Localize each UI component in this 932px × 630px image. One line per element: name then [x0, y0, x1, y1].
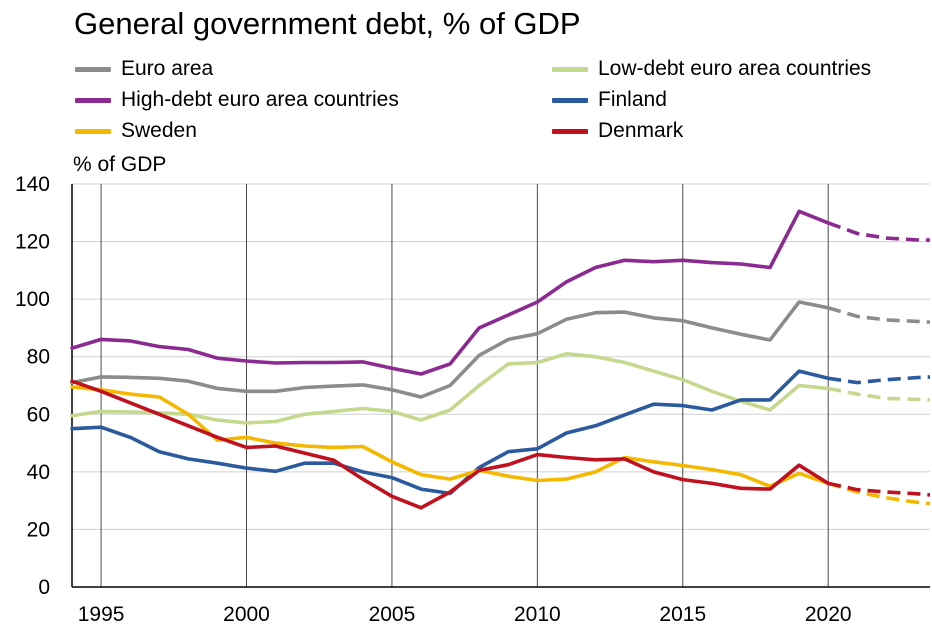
legend-item-finland: Finland: [552, 85, 667, 115]
legend-swatch-sweden: [75, 128, 111, 134]
legend-label: High-debt euro area countries: [121, 88, 399, 111]
series-forecast-low-debt-euro-area-countries: [827, 386, 931, 402]
series-forecast-euro-area: [827, 306, 931, 324]
y-tick-labels: 0 20 40 60 80 100 120 140: [15, 173, 50, 599]
legend-swatch-denmark: [552, 128, 588, 134]
y-tick-label: 140: [15, 173, 50, 196]
legend-item-low-debt: Low-debt euro area countries: [552, 54, 871, 84]
series-line-low-debt-euro-area-countries: [70, 352, 830, 425]
y-tick-label: 20: [27, 518, 50, 541]
series-lines: [70, 209, 931, 510]
legend-swatch-low-debt: [552, 66, 588, 72]
legend-item-sweden: Sweden: [75, 116, 197, 146]
legend-swatch-high-debt: [75, 97, 111, 103]
chart-title: General government debt, % of GDP: [74, 6, 581, 41]
y-tick-label: 60: [27, 403, 50, 426]
legend-label: Euro area: [121, 57, 214, 80]
y-tick-label: 40: [27, 461, 50, 484]
x-tick-labels: 1995 2000 2005 2010 2015 2020: [78, 603, 852, 626]
y-tick-label: 80: [27, 346, 50, 369]
series-line-sweden: [70, 385, 830, 489]
legend-label: Low-debt euro area countries: [598, 57, 872, 80]
gridlines: [72, 183, 930, 587]
legend-item-high-debt: High-debt euro area countries: [75, 85, 399, 115]
legend-swatch-finland: [552, 97, 588, 103]
legend-swatch-euro-area: [75, 66, 111, 72]
series-line-finland: [70, 369, 830, 496]
series-line-high-debt-euro-area-countries: [70, 209, 830, 376]
legend-label: Denmark: [598, 119, 684, 142]
y-tick-label: 0: [38, 576, 50, 599]
series-forecast-denmark: [827, 481, 931, 497]
series-forecast-high-debt-euro-area-countries: [827, 221, 931, 242]
series-forecast-finland: [827, 375, 931, 385]
x-tick-label: 2000: [223, 603, 270, 626]
x-tick-label: 2010: [514, 603, 561, 626]
x-tick-label: 1995: [78, 603, 125, 626]
legend-item-denmark: Denmark: [552, 116, 683, 146]
y-tick-label: 100: [15, 288, 50, 311]
legend-item-euro-area: Euro area: [75, 54, 213, 84]
series-line-euro-area: [70, 300, 830, 399]
y-axis-unit-label: % of GDP: [73, 153, 167, 176]
legend-label: Finland: [598, 88, 667, 111]
legend-label: Sweden: [121, 119, 197, 142]
series-line-denmark: [70, 379, 830, 510]
x-tick-label: 2020: [805, 603, 852, 626]
x-tick-label: 2005: [369, 603, 416, 626]
x-tick-label: 2015: [659, 603, 706, 626]
y-tick-label: 120: [15, 231, 50, 254]
